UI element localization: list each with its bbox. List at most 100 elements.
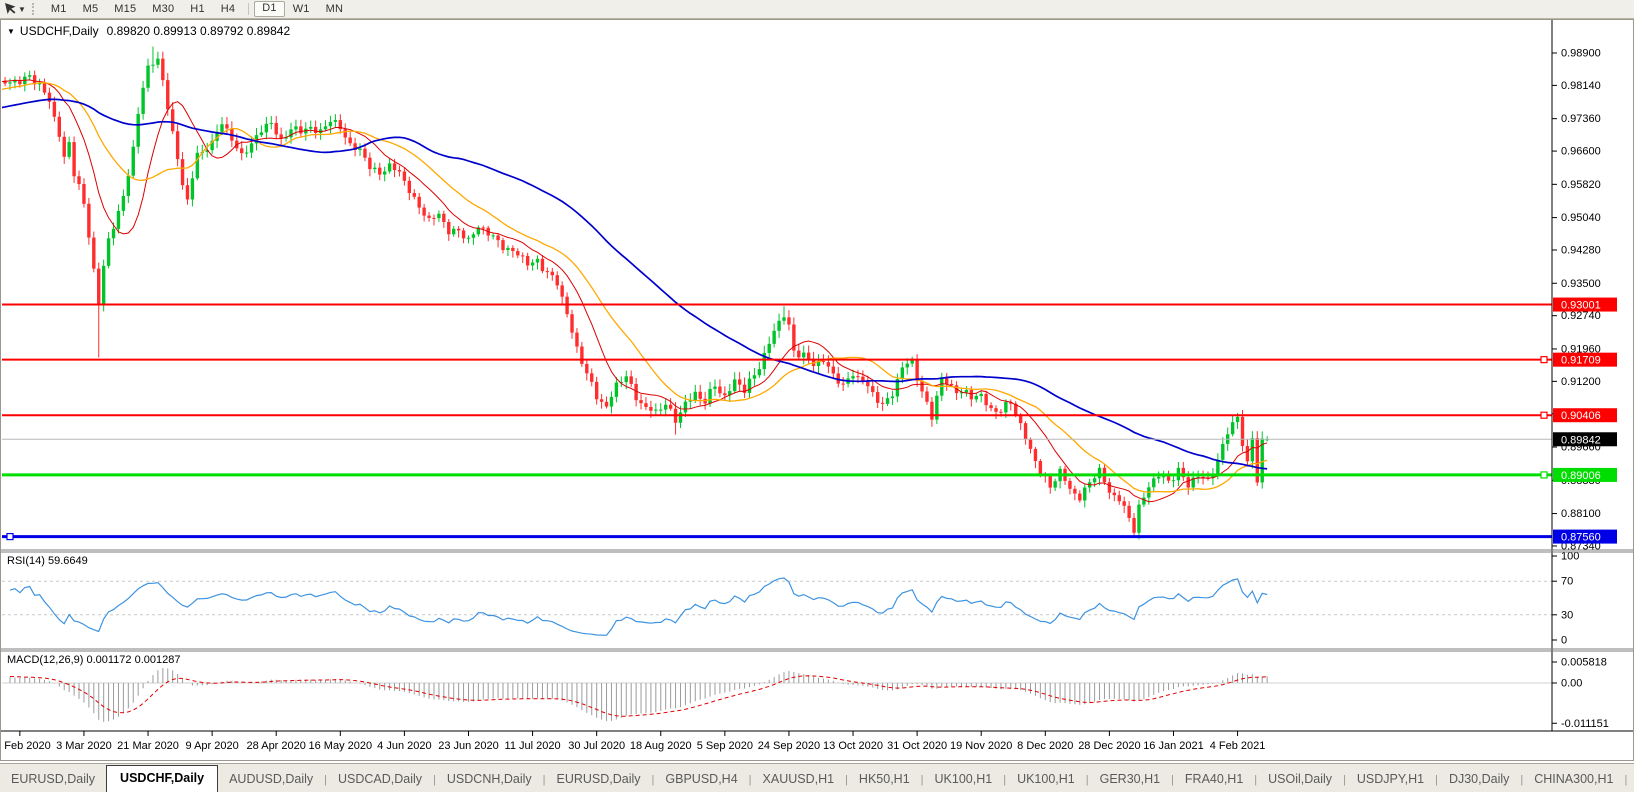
svg-text:16 May 2020: 16 May 2020 xyxy=(309,740,373,752)
svg-text:0.91960: 0.91960 xyxy=(1561,343,1601,355)
chart-tab-UK100-H1[interactable]: UK100,H1 xyxy=(1017,772,1075,786)
svg-text:0.91200: 0.91200 xyxy=(1561,376,1601,388)
svg-text:0.94280: 0.94280 xyxy=(1561,245,1601,257)
chart-tab-GER30-H1[interactable]: GER30,H1 xyxy=(1099,772,1161,786)
tab-separator: | xyxy=(324,774,327,786)
tab-separator: | xyxy=(920,774,924,786)
chart-tab-USOil-Daily[interactable]: USOil,Daily xyxy=(1268,772,1333,786)
chart-window: 0.98900 0.98140 0.97360 0.96600 0.95820 0.950… xyxy=(0,19,1634,762)
svg-text:0.93001: 0.93001 xyxy=(1561,300,1601,312)
rsi-axis[interactable]: 100 70 30 0 xyxy=(1552,551,1579,647)
timeframe-button-M5[interactable]: M5 xyxy=(82,3,99,15)
svg-text:16 Jan 2021: 16 Jan 2021 xyxy=(1143,740,1204,752)
svg-text:23 Jun 2020: 23 Jun 2020 xyxy=(438,740,499,752)
chart-tab-CHINA300-H1[interactable]: CHINA300,H1 xyxy=(1534,772,1614,786)
time-axis[interactable]: 13 Feb 2020 3 Mar 2020 21 Mar 2020 9 Apr 20… xyxy=(0,731,1265,752)
svg-text:0.005818: 0.005818 xyxy=(1561,656,1607,668)
chart-tab-UK100-H1[interactable]: UK100,H1 xyxy=(934,772,993,786)
svg-text:31 Oct 2020: 31 Oct 2020 xyxy=(887,740,947,752)
tab-separator: | xyxy=(542,774,546,786)
price-badge-0.90406[interactable]: 0.90406 xyxy=(1553,408,1617,423)
chart-tab-EURUSD-Daily[interactable]: EURUSD,Daily xyxy=(556,772,641,786)
chart-tab-USDCNH-Daily[interactable]: USDCNH,Daily xyxy=(446,772,532,786)
price-badge-0.91709[interactable]: 0.91709 xyxy=(1553,352,1617,367)
svg-text:0.89006: 0.89006 xyxy=(1561,470,1601,482)
toolbar-grip xyxy=(31,3,37,15)
chart-tab-FRA40-H1[interactable]: FRA40,H1 xyxy=(1184,772,1244,786)
svg-text:19 Nov 2020: 19 Nov 2020 xyxy=(950,740,1012,752)
svg-text:0.98140: 0.98140 xyxy=(1561,80,1601,92)
level-handle[interactable] xyxy=(1540,356,1548,364)
svg-text:13 Oct 2020: 13 Oct 2020 xyxy=(823,740,883,752)
svg-text:0: 0 xyxy=(1561,635,1567,647)
timeframe-button-W1[interactable]: W1 xyxy=(292,3,310,15)
tab-separator: | xyxy=(1343,774,1346,786)
chart-tab-EURUSD-Daily[interactable]: EURUSD,Daily xyxy=(11,772,96,786)
svg-text:0.91709: 0.91709 xyxy=(1561,355,1601,367)
timeframe-button-H4[interactable]: H4 xyxy=(220,3,236,15)
svg-text:0.98900: 0.98900 xyxy=(1561,47,1601,59)
svg-text:24 Sep 2020: 24 Sep 2020 xyxy=(758,740,820,752)
svg-text:0.95820: 0.95820 xyxy=(1561,179,1601,191)
level-handle[interactable] xyxy=(6,532,14,541)
svg-text:0.89842: 0.89842 xyxy=(1561,434,1601,446)
level-handle[interactable] xyxy=(1540,471,1548,479)
chart-tab-USDJPY-H1[interactable]: USDJPY,H1 xyxy=(1356,772,1425,786)
timeframe-button-D1[interactable]: D1 xyxy=(254,1,285,17)
svg-text:4 Jun 2020: 4 Jun 2020 xyxy=(377,740,431,752)
chart-canvas[interactable]: 0.98900 0.98140 0.97360 0.96600 0.95820 0.950… xyxy=(0,19,1634,762)
svg-text:30: 30 xyxy=(1561,609,1573,621)
svg-text:0.97360: 0.97360 xyxy=(1561,113,1601,125)
toolbar-separator xyxy=(248,3,250,15)
svg-text:0.93500: 0.93500 xyxy=(1561,278,1601,290)
price-badge-0.89006[interactable]: 0.89006 xyxy=(1553,467,1617,482)
timeframe-button-MN[interactable]: MN xyxy=(325,3,344,15)
window-collapse-icon[interactable]: ▼ xyxy=(7,27,15,36)
chart-tab-HK50-H1[interactable]: HK50,H1 xyxy=(858,772,910,786)
chart-background xyxy=(0,19,1634,762)
svg-text:0.00: 0.00 xyxy=(1561,678,1582,690)
timeframe-button-M1[interactable]: M1 xyxy=(50,3,67,15)
svg-text:100: 100 xyxy=(1561,551,1579,563)
price-badge-0.93001[interactable]: 0.93001 xyxy=(1553,297,1617,312)
tab-separator: | xyxy=(433,774,436,786)
svg-text:21 Mar 2020: 21 Mar 2020 xyxy=(117,740,179,752)
svg-text:18 Aug 2020: 18 Aug 2020 xyxy=(630,740,692,752)
svg-text:3 Mar 2020: 3 Mar 2020 xyxy=(56,740,112,752)
ma-fast-line xyxy=(2,79,1268,503)
svg-text:0.95040: 0.95040 xyxy=(1561,212,1601,224)
svg-text:-0.011151: -0.011151 xyxy=(1561,718,1609,730)
macd-indicator-label: MACD(12,26,9) 0.001172 0.001287 xyxy=(7,654,181,666)
price-badge-0.87560[interactable]: 0.87560 xyxy=(1553,529,1617,544)
svg-text:11 Jul 2020: 11 Jul 2020 xyxy=(505,740,561,752)
timeframe-button-M15[interactable]: M15 xyxy=(114,3,137,15)
timeframe-button-H1[interactable]: H1 xyxy=(190,3,205,15)
svg-text:28 Apr 2020: 28 Apr 2020 xyxy=(247,740,306,752)
svg-text:5 Sep 2020: 5 Sep 2020 xyxy=(697,740,753,752)
chart-tab-USDCHF-Daily[interactable]: USDCHF,Daily xyxy=(106,765,219,792)
tab-separator: | xyxy=(1171,774,1174,786)
svg-text:0.92740: 0.92740 xyxy=(1561,310,1601,322)
tab-separator: | xyxy=(1003,774,1007,786)
toolbar: ▼ M1 M5 M15 M30 H1 H4 D1 W1 MN xyxy=(0,0,1634,19)
tab-separator: | xyxy=(845,774,848,786)
chart-tab-DJ30-Daily[interactable]: DJ30,Daily xyxy=(1448,772,1510,786)
macd-axis[interactable]: 0.005818 0.00 -0.011151 xyxy=(1552,656,1609,730)
chart-tab-AUDUSD-Daily[interactable]: AUDUSD,Daily xyxy=(229,772,314,786)
level-handle[interactable] xyxy=(1540,411,1548,419)
svg-text:28 Dec 2020: 28 Dec 2020 xyxy=(1078,740,1140,752)
price-badge-0.89842[interactable]: 0.89842 xyxy=(1553,432,1617,447)
chart-tab-GBPUSD-H4[interactable]: GBPUSD,H4 xyxy=(665,772,738,786)
price-axis-background xyxy=(1553,20,1634,731)
ma-slow-line xyxy=(2,98,1268,470)
chart-tab-USOil-H1[interactable]: USOil,H1 xyxy=(1627,767,1634,792)
chart-tab-XAUUSD-H1[interactable]: XAUUSD,H1 xyxy=(762,772,835,786)
chart-tab-USDCAD-Daily[interactable]: USDCAD,Daily xyxy=(338,772,423,786)
chart-title-ohlc: 0.89820 0.89913 0.89792 0.89842 xyxy=(106,24,291,38)
toolbar-dropdown-caret[interactable]: ▼ xyxy=(18,4,26,14)
svg-text:70: 70 xyxy=(1561,576,1573,588)
timeframe-button-M30[interactable]: M30 xyxy=(152,3,175,15)
rsi-line xyxy=(9,577,1268,636)
svg-text:0.90406: 0.90406 xyxy=(1561,410,1601,422)
cursor-tool-icon[interactable] xyxy=(3,2,17,16)
